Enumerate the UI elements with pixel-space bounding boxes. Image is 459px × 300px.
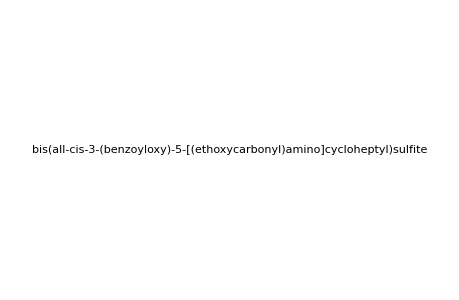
Text: bis(all-cis-3-(benzoyloxy)-5-[(ethoxycarbonyl)amino]cycloheptyl)sulfite: bis(all-cis-3-(benzoyloxy)-5-[(ethoxycar… xyxy=(32,145,427,155)
